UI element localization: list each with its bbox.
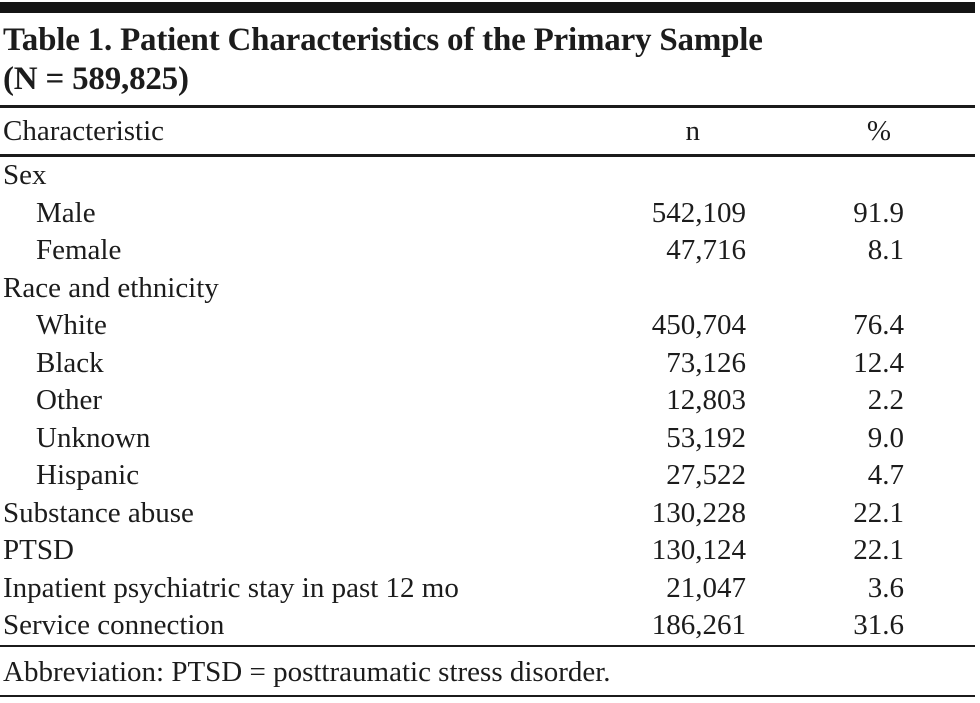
percent-value-cell: 12.4 (853, 346, 904, 379)
table-body: Sex Male 542,109 91.9 Female 47,716 8.1 … (0, 157, 975, 645)
percent-value-cell: 8.1 (867, 234, 904, 266)
characteristic-cell: Other (36, 384, 103, 416)
table-title: Table 1. Patient Characteristics of the … (0, 13, 975, 105)
rule-above-footnote (0, 644, 975, 647)
n-value-cell: 47,716 (666, 234, 746, 266)
characteristic-cell: Sex (3, 159, 47, 191)
column-header-n: n (685, 115, 701, 147)
characteristic-cell: Service connection (3, 609, 225, 641)
percent-value-cell (746, 157, 904, 195)
table-footnote: Abbreviation: PTSD = posttraumatic stres… (3, 655, 611, 688)
characteristic-cell: Unknown (36, 421, 151, 454)
characteristic-cell: Female (36, 234, 122, 266)
table-row: Other 12,803 2.2 (0, 382, 975, 420)
characteristic-cell: Inpatient psychiatric stay in past 12 mo (3, 571, 459, 604)
n-value-cell: 542,109 (651, 196, 746, 229)
rule-below-title (0, 105, 975, 108)
n-value-cell: 450,704 (651, 309, 746, 341)
percent-value-cell: 76.4 (853, 309, 904, 341)
rule-below-header (0, 154, 975, 157)
table-top-bar (0, 2, 975, 13)
percent-value-cell: 91.9 (853, 196, 904, 229)
n-value-cell: 53,192 (666, 421, 746, 454)
table-row: Unknown 53,192 9.0 (0, 420, 975, 458)
table-row: PTSD 130,124 22.1 (0, 532, 975, 570)
percent-value-cell: 22.1 (853, 534, 904, 566)
characteristic-cell: Hispanic (36, 459, 140, 491)
table-row: Black 73,126 12.4 (0, 345, 975, 383)
percent-value-cell: 9.0 (867, 421, 904, 454)
table-title-line2: (N = 589,825) (3, 61, 189, 97)
characteristic-cell: Race and ethnicity (3, 271, 219, 304)
table-title-line1: Table 1. Patient Characteristics of the … (3, 22, 763, 58)
rule-bottom (0, 694, 975, 697)
n-value-cell (596, 270, 746, 308)
n-value-cell: 130,124 (651, 534, 746, 566)
characteristic-cell: Male (36, 196, 96, 229)
table-row: Female 47,716 8.1 (0, 232, 975, 270)
percent-value-cell: 31.6 (853, 609, 904, 641)
table-row: Inpatient psychiatric stay in past 12 mo… (0, 570, 975, 608)
n-value-cell: 27,522 (666, 459, 746, 491)
table-row: Race and ethnicity (0, 270, 975, 308)
n-value-cell: 12,803 (666, 384, 746, 416)
table-header-row: Characteristic n % (0, 108, 975, 154)
n-value-cell: 21,047 (666, 571, 746, 604)
n-value-cell: 73,126 (666, 346, 746, 379)
n-value-cell (596, 157, 746, 195)
table-row: Male 542,109 91.9 (0, 195, 975, 233)
table-row: White 450,704 76.4 (0, 307, 975, 345)
characteristic-cell: White (36, 309, 107, 341)
percent-value-cell: 22.1 (853, 496, 904, 529)
table-row: Hispanic 27,522 4.7 (0, 457, 975, 495)
percent-value-cell (746, 270, 904, 308)
characteristic-cell: Substance abuse (3, 496, 194, 529)
table-row: Sex (0, 157, 975, 195)
percent-value-cell: 3.6 (867, 571, 904, 604)
percent-value-cell: 4.7 (867, 459, 904, 491)
table-row: Service connection 186,261 31.6 (0, 607, 975, 645)
table-row: Substance abuse 130,228 22.1 (0, 495, 975, 533)
n-value-cell: 130,228 (651, 496, 746, 529)
n-value-cell: 186,261 (651, 609, 746, 641)
column-header-percent: % (866, 115, 891, 147)
percent-value-cell: 2.2 (867, 384, 904, 416)
characteristic-cell: Black (36, 346, 104, 379)
column-header-characteristic: Characteristic (3, 115, 165, 147)
characteristic-cell: PTSD (3, 534, 74, 566)
